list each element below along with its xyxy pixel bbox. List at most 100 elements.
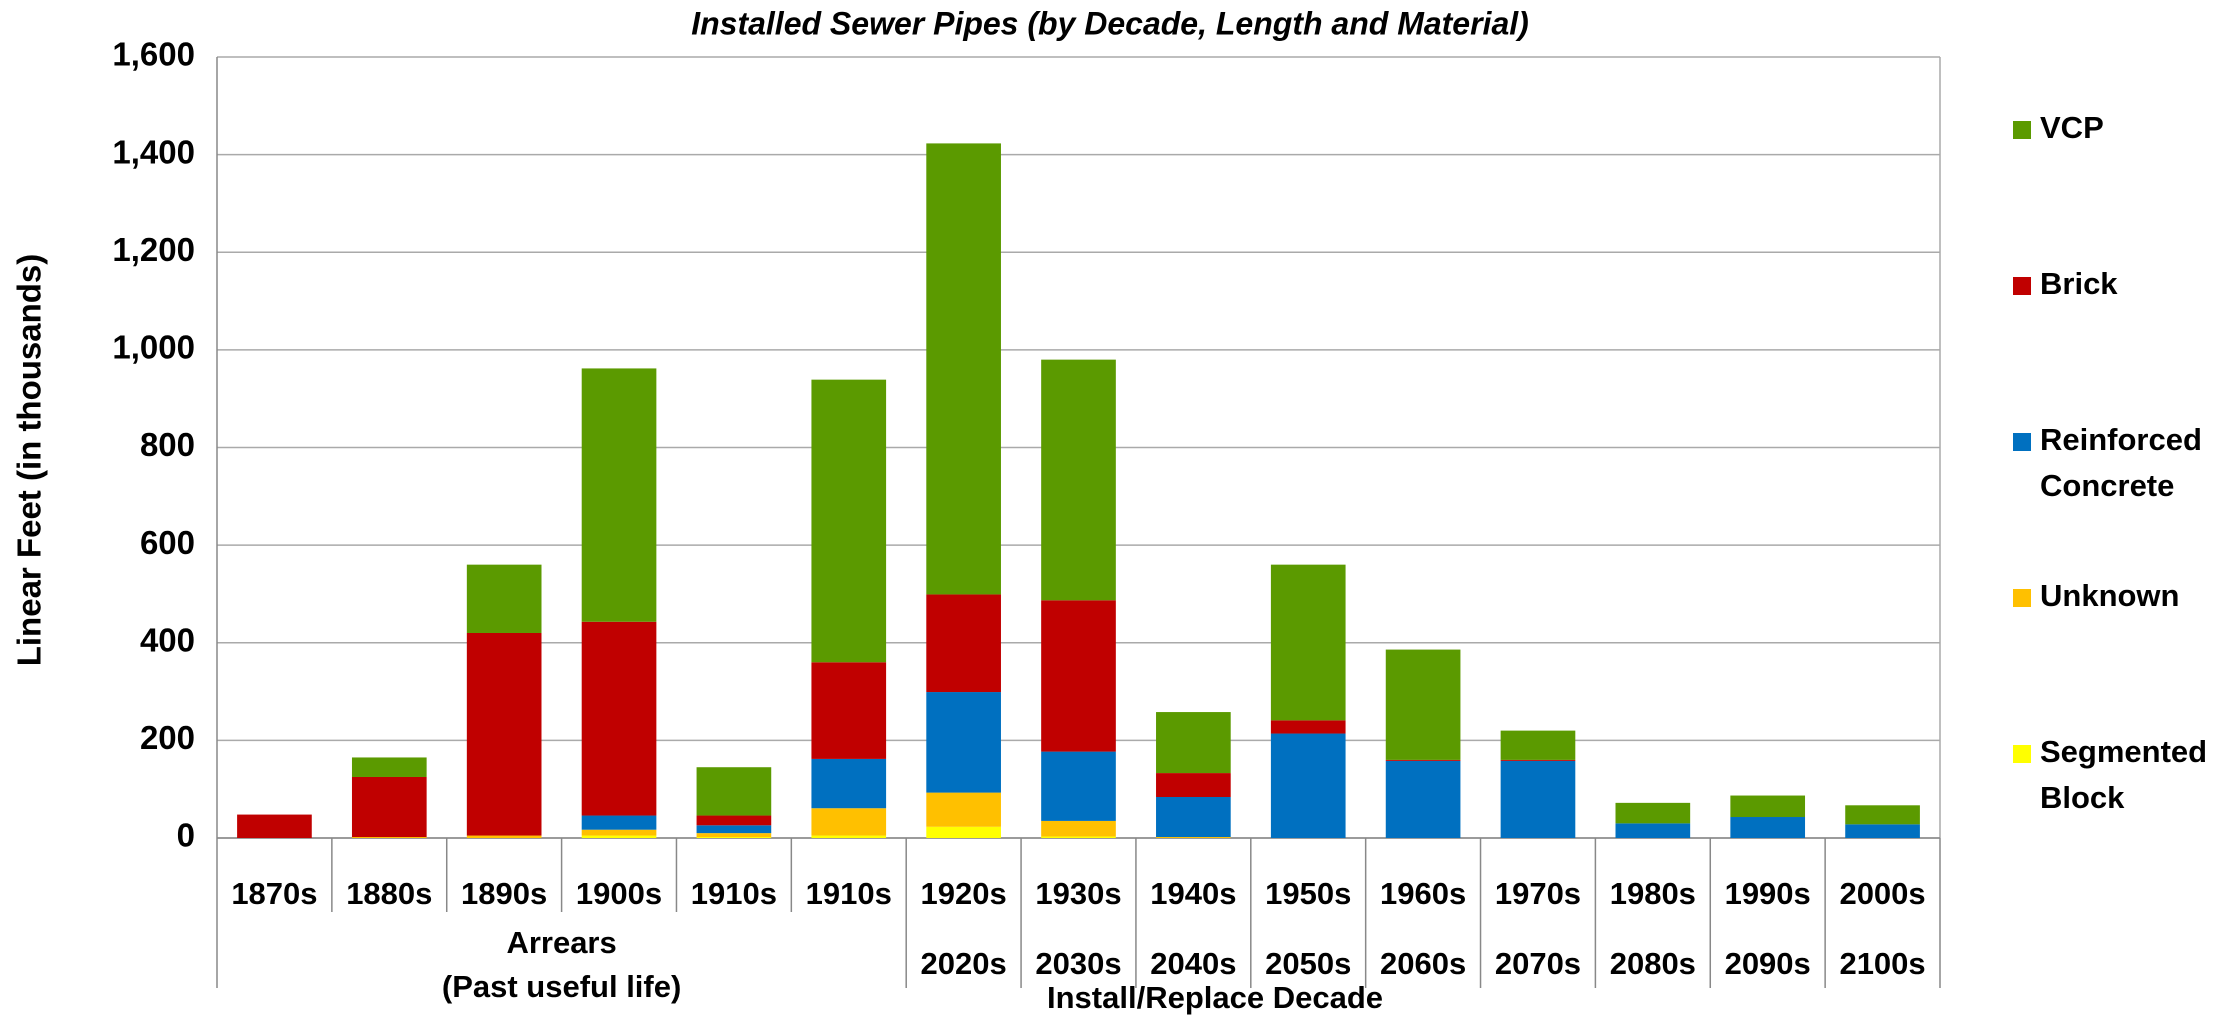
bar-segment	[811, 758, 887, 809]
bar-segment	[1500, 759, 1576, 761]
legend-label: VCP	[2040, 110, 2104, 145]
group-label: Arrears	[506, 925, 616, 960]
x-tick-label-2: 2050s	[1265, 946, 1351, 981]
bar-segment	[1730, 795, 1806, 818]
x-tick-label: 1910s	[806, 876, 892, 911]
bar-segment	[466, 835, 542, 838]
y-tick-label: 800	[140, 426, 195, 463]
bar-segment	[696, 767, 772, 816]
bar-segment	[1500, 760, 1576, 838]
x-tick-label: 1990s	[1725, 876, 1811, 911]
x-tick-label: 1950s	[1265, 876, 1351, 911]
x-tick-label: 2000s	[1839, 876, 1925, 911]
x-tick-label: 1910s	[691, 876, 777, 911]
bar-segment	[581, 815, 657, 830]
legend-label: Reinforced Concrete	[2040, 422, 2202, 503]
bar-segment	[1385, 649, 1461, 760]
legend-swatch	[2013, 277, 2031, 295]
bar-segment	[351, 837, 427, 838]
legend-swatch	[2013, 121, 2031, 139]
bar-segment	[1270, 733, 1346, 838]
bar-segment	[811, 808, 887, 836]
x-tick-label-2: 2040s	[1150, 946, 1236, 981]
bar-segment	[696, 833, 772, 838]
x-tick-label-2: 2060s	[1380, 946, 1466, 981]
x-tick-label: 1980s	[1610, 876, 1696, 911]
bar-segment	[466, 632, 542, 836]
x-axis-label: Install/Replace Decade	[1047, 980, 1383, 1015]
x-tick-label: 1890s	[461, 876, 547, 911]
y-tick-label: 400	[140, 621, 195, 658]
bar-segment	[926, 692, 1001, 793]
bar-segment	[581, 835, 657, 838]
legend-swatch	[2013, 745, 2031, 763]
bar-segment	[1041, 600, 1116, 752]
bar-segment	[1615, 802, 1691, 824]
bar-segment	[1845, 824, 1920, 838]
x-tick-label: 1870s	[231, 876, 317, 911]
x-tick-label-2: 2070s	[1495, 946, 1581, 981]
y-tick-label: 0	[177, 817, 195, 854]
bar-segment	[1270, 720, 1346, 734]
chart-title: Installed Sewer Pipes (by Decade, Length…	[691, 5, 1529, 41]
bar-segment	[351, 776, 427, 838]
x-tick-label: 1900s	[576, 876, 662, 911]
x-tick-label-2: 2100s	[1839, 946, 1925, 981]
y-tick-label: 1,600	[112, 36, 195, 73]
group-label: (Past useful life)	[442, 969, 681, 1004]
bar-segment	[581, 621, 657, 816]
legend-swatch	[2013, 433, 2031, 451]
bar-segment	[1156, 712, 1231, 774]
bar-segment	[1156, 773, 1231, 797]
bar-segment	[1385, 759, 1461, 761]
bar-segment	[237, 814, 312, 838]
legend-label: Brick	[2040, 266, 2118, 301]
bar-segment	[1041, 836, 1116, 838]
bar-segment	[1156, 796, 1231, 838]
x-tick-label: 1930s	[1035, 876, 1121, 911]
bar-segment	[926, 826, 1001, 838]
legend-swatch	[2013, 589, 2031, 607]
y-tick-label: 200	[140, 719, 195, 756]
bar-segment	[696, 837, 772, 838]
y-axis-label: Linear Feet (in thousands)	[11, 254, 48, 667]
legend-label: Segmented Block	[2040, 734, 2207, 815]
bar-segment	[466, 564, 542, 633]
bar-segment	[926, 143, 1001, 595]
bar-segment	[1041, 751, 1116, 821]
x-tick-label-2: 2020s	[921, 946, 1007, 981]
bar-segment	[696, 825, 772, 834]
bar-segment	[1500, 730, 1576, 760]
bar-segment	[581, 368, 657, 622]
x-tick-label: 1880s	[346, 876, 432, 911]
y-tick-label: 1,000	[112, 329, 195, 366]
bar-segment	[1156, 837, 1231, 838]
bar-segment	[1270, 564, 1346, 721]
x-tick-label-2: 2090s	[1725, 946, 1811, 981]
bar-segment	[1615, 823, 1691, 838]
x-tick-label: 1960s	[1380, 876, 1466, 911]
bar-segment	[1041, 820, 1116, 837]
bar-segment	[696, 815, 772, 826]
bar-segment	[1385, 760, 1461, 838]
bar-segment	[1730, 817, 1806, 838]
x-tick-label: 1940s	[1150, 876, 1236, 911]
bar-segment	[926, 594, 1001, 693]
bar-segment	[1041, 359, 1116, 601]
x-tick-label: 1970s	[1495, 876, 1581, 911]
bar-segment	[1845, 805, 1920, 825]
bar-segment	[351, 757, 427, 777]
x-tick-label-2: 2030s	[1035, 946, 1121, 981]
x-tick-label: 1920s	[921, 876, 1007, 911]
bar-segment	[811, 835, 887, 838]
x-tick-label-2: 2080s	[1610, 946, 1696, 981]
y-tick-label: 1,400	[112, 133, 195, 170]
bar-segment	[811, 379, 887, 663]
bar-segment	[581, 829, 657, 836]
y-tick-label: 600	[140, 524, 195, 561]
bar-segment	[926, 792, 1001, 827]
bar-segment	[811, 662, 887, 759]
legend-label: Unknown	[2040, 578, 2180, 613]
